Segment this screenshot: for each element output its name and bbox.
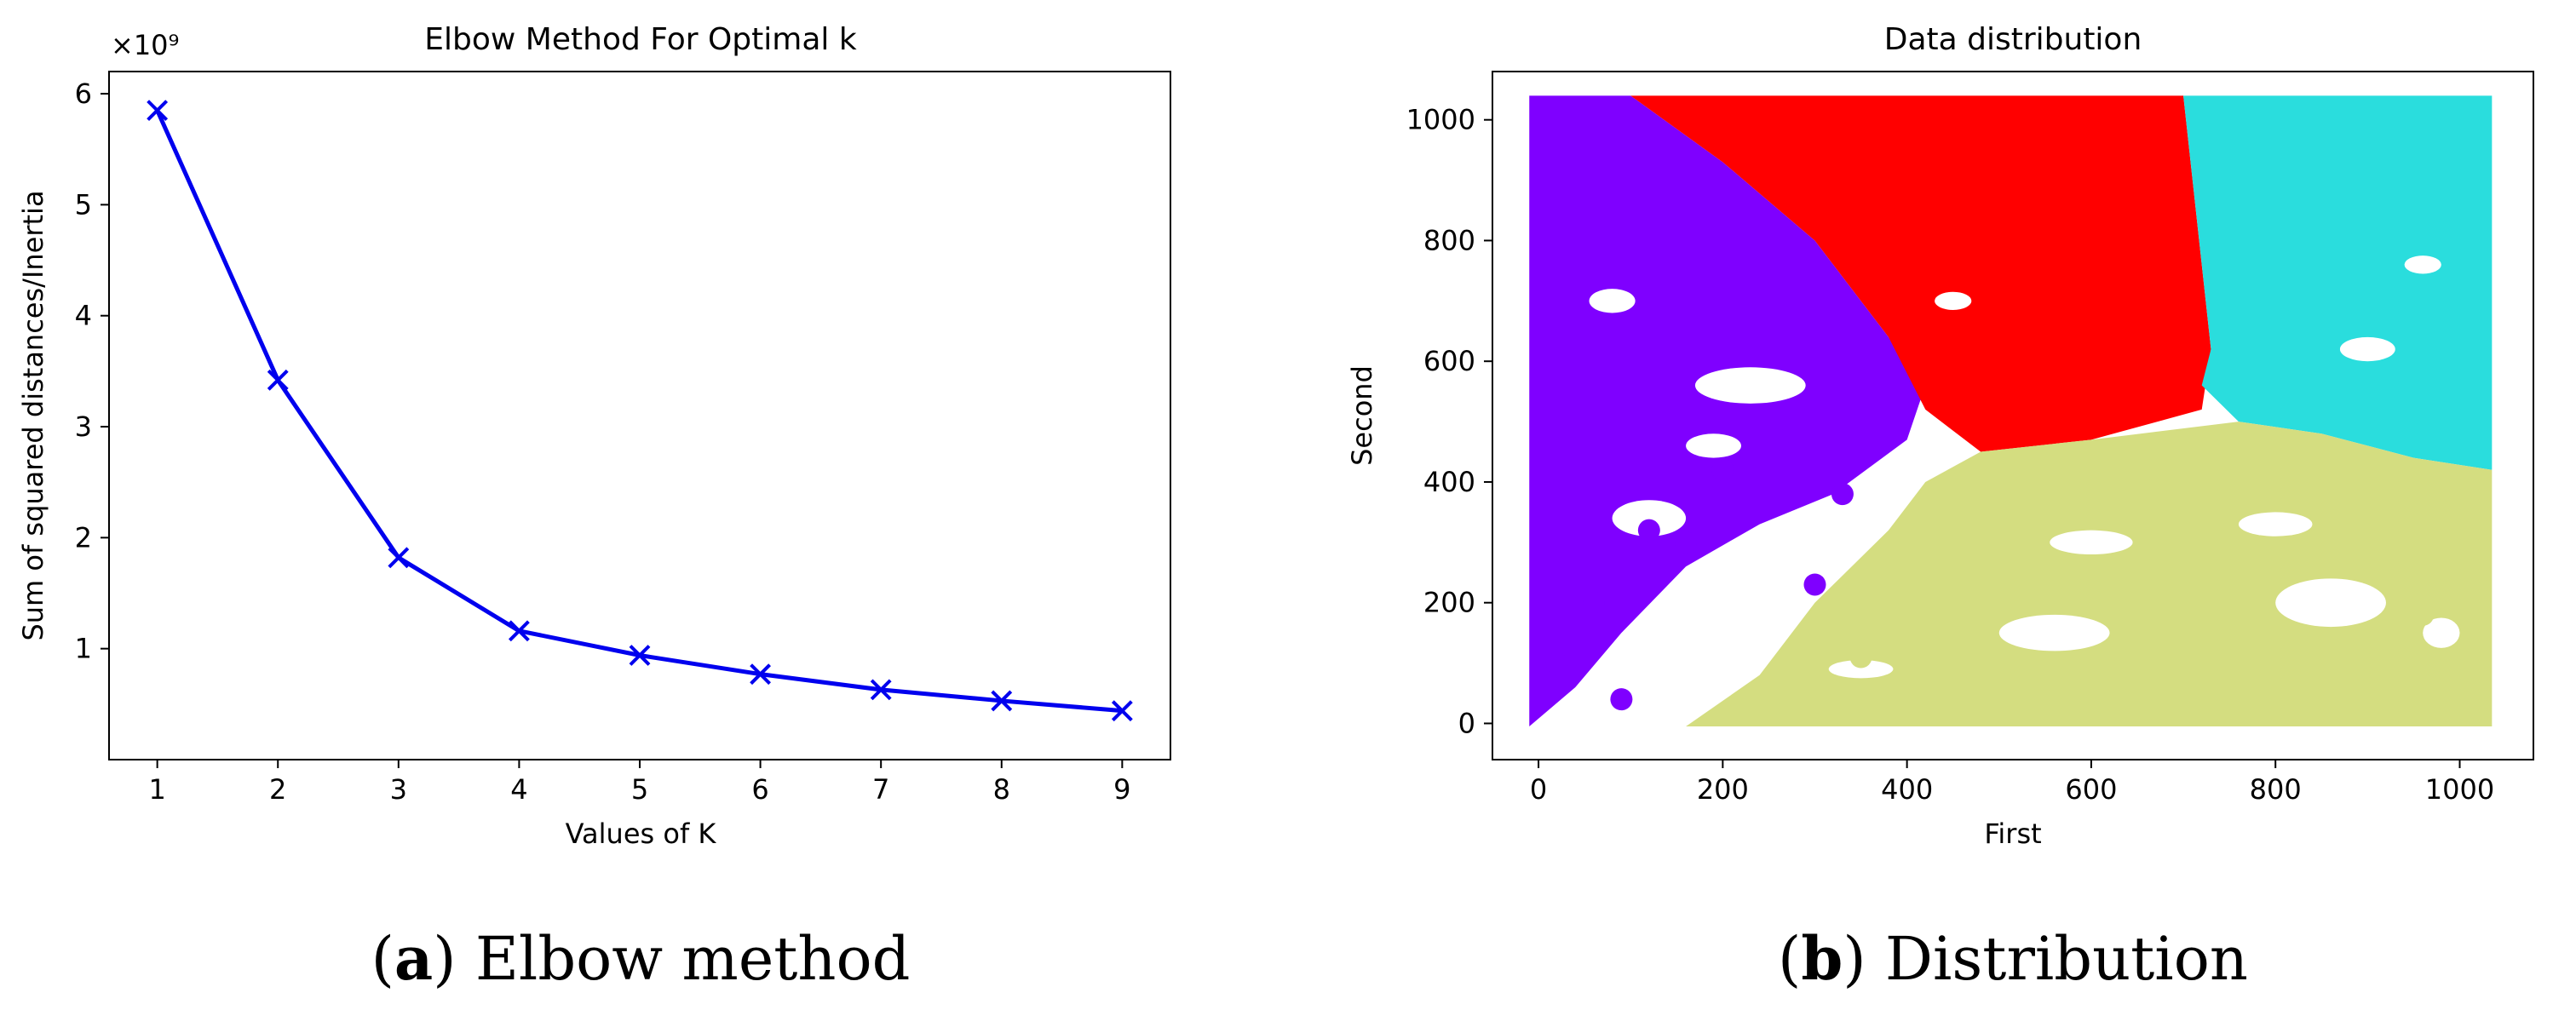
distribution-y-tick-label: 600 [1423, 345, 1475, 377]
scatter-gap [1694, 367, 1806, 404]
cluster-region-cluster-1 [1593, 95, 2211, 452]
scatter-point [1803, 616, 1826, 639]
scatter-gap [1935, 291, 1972, 310]
scatter-point [1831, 483, 1854, 506]
caption-a-letter: a [394, 923, 433, 994]
scatter-point [1767, 428, 1790, 451]
distribution-y-axis-label: Second [1346, 365, 1378, 466]
elbow-point-marker [750, 663, 772, 686]
scatter-point [1849, 646, 1872, 669]
elbow-y-tick-label: 3 [75, 410, 92, 443]
elbow-x-tick-label: 1 [148, 773, 165, 806]
scatter-point [1849, 108, 1872, 131]
elbow-y-tick-label: 5 [75, 188, 92, 221]
distribution-chart-title: Data distribution [1884, 22, 2142, 57]
elbow-x-axis-label: Values of K [566, 818, 717, 850]
elbow-point-marker [508, 620, 530, 642]
cluster-region-cluster-0 [1529, 95, 1926, 727]
scatter-gap [1998, 614, 2110, 651]
elbow-x-tick-label: 3 [390, 773, 407, 806]
elbow-x-tick-label: 2 [269, 773, 286, 806]
distribution-chart: Data distribution 0 200 400 600 800 1000 0 200… [1346, 22, 2534, 994]
elbow-x-tick-label: 7 [872, 773, 889, 806]
caption-a-text: Elbow method [475, 924, 911, 994]
scatter-point [2098, 640, 2121, 663]
elbow-point-marker [991, 690, 1013, 712]
scatter-point [2172, 501, 2195, 524]
scatter-point [1545, 651, 1568, 674]
elbow-x-tick-label: 8 [993, 773, 1010, 806]
scatter-point [2025, 483, 2048, 506]
distribution-plot-frame [1492, 71, 2534, 760]
elbow-chart: Elbow Method For Optimal k ×10⁹ 1 2 3 4 5 6 7 8… [17, 22, 1171, 994]
elbow-point-marker [629, 645, 651, 666]
scatter-gap [1732, 560, 1825, 585]
scatter-point [1711, 458, 1734, 481]
distribution-x-tick-label: 600 [2065, 773, 2117, 806]
distribution-x-tick-label: 200 [1697, 773, 1749, 806]
elbow-x-tick-label: 5 [631, 773, 648, 806]
distribution-y-tick-label: 1000 [1406, 104, 1475, 136]
scatter-point [1987, 169, 2010, 192]
scatter-point [2337, 531, 2360, 554]
caption-b: (b) Distribution [1778, 923, 2248, 994]
scatter-point [2402, 169, 2425, 192]
distribution-x-tick-label: 0 [1530, 773, 1547, 806]
scatter-gap [2238, 512, 2313, 537]
scatter-gap [1686, 433, 1741, 458]
scatter-point [1987, 549, 2010, 572]
elbow-y-axis-label: Sum of squared distances/Inertia [17, 190, 49, 640]
elbow-point-marker [1111, 700, 1133, 722]
scatter-cluster-layer [1529, 95, 2493, 727]
scatter-point [2412, 603, 2435, 626]
scatter-point [1675, 531, 1698, 554]
elbow-series-line [155, 109, 1123, 714]
scatter-point [1803, 573, 1826, 596]
distribution-y-tick-label: 0 [1458, 707, 1475, 739]
elbow-x-tick-label: 4 [510, 773, 527, 806]
caption-a: (a) Elbow method [371, 923, 911, 994]
elbow-y-tick-label: 1 [75, 633, 92, 665]
scatter-gap [1589, 289, 1636, 313]
scatter-point [1582, 591, 1605, 614]
distribution-y-tick-label: 400 [1423, 466, 1475, 498]
elbow-x-tick-label: 9 [1113, 773, 1130, 806]
distribution-x-axis-label: First [1984, 818, 2041, 850]
elbow-point-marker [267, 369, 289, 391]
scatter-point [1637, 519, 1660, 542]
elbow-point-marker [870, 679, 892, 701]
scatter-gap [2050, 530, 2133, 555]
cluster-region-cluster-2 [2183, 95, 2493, 470]
elbow-point-marker [388, 547, 410, 569]
elbow-y-tick-label: 6 [75, 77, 92, 110]
elbow-y-tick-label: 4 [75, 300, 92, 332]
caption-b-letter: b [1801, 923, 1843, 994]
distribution-x-tick-label: 400 [1881, 773, 1933, 806]
scatter-gap [1828, 660, 1894, 679]
elbow-point-marker [147, 100, 169, 122]
distribution-y-tick-label: 200 [1423, 587, 1475, 619]
elbow-chart-title: Elbow Method For Optimal k [424, 22, 857, 57]
scatter-point [1610, 688, 1633, 711]
distribution-y-tick-label: 800 [1423, 224, 1475, 256]
distribution-x-tick-label: 800 [2250, 773, 2302, 806]
scatter-point [1914, 675, 1937, 698]
scatter-point [2282, 290, 2305, 313]
elbow-y-tick-label: 2 [75, 521, 92, 554]
scatter-gap [2275, 578, 2386, 628]
elbow-y-scale-label: ×10⁹ [111, 29, 179, 61]
scatter-gap [1612, 500, 1687, 537]
scatter-gap [2404, 255, 2441, 274]
scatter-gap [2339, 336, 2395, 362]
distribution-x-tick-label: 1000 [2425, 773, 2494, 806]
scatter-gap [2423, 617, 2460, 648]
elbow-x-tick-label: 6 [751, 773, 768, 806]
caption-b-text: Distribution [1885, 924, 2248, 994]
